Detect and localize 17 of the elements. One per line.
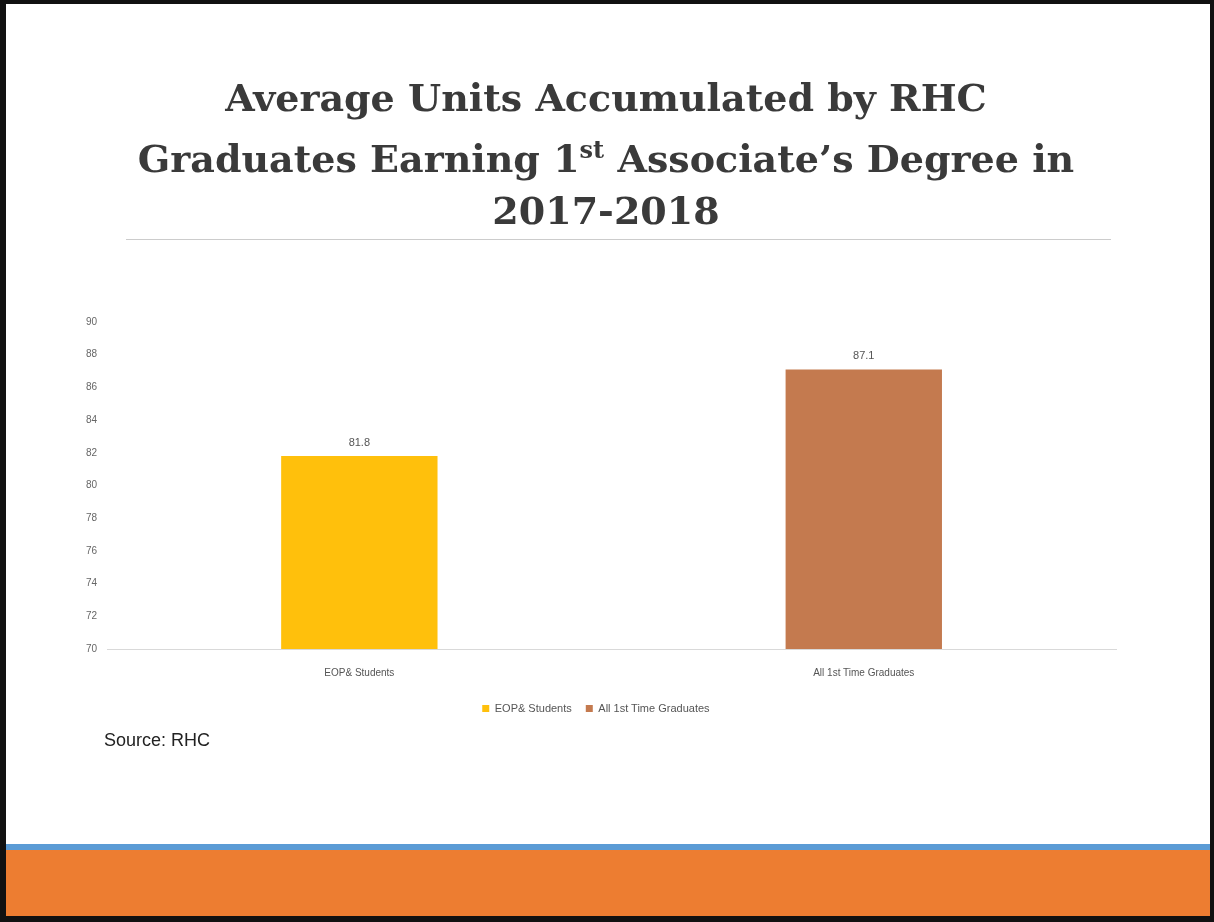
y-tick-label: 82: [86, 446, 98, 458]
y-tick-label: 90: [86, 315, 98, 327]
y-tick-label: 70: [86, 642, 98, 654]
legend-label: EOP& Students: [494, 701, 573, 714]
y-tick-label: 86: [86, 381, 98, 393]
source-note: Source: RHC: [104, 730, 211, 751]
y-tick-label: 80: [86, 479, 98, 491]
y-tick-label: 74: [86, 577, 98, 589]
data-label: 81.8: [348, 435, 371, 448]
data-label: 87.1: [853, 348, 875, 361]
legend-label: All 1st Time Graduates: [598, 701, 711, 714]
y-tick-label: 72: [86, 610, 98, 622]
y-tick-label: 88: [86, 348, 98, 360]
chart-title: Average Units Accumulated by RHC Graduates Earning 1$^{st}$ Associate’s Degree in 2017-2018: [136, 74, 1076, 235]
y-tick-label: 78: [86, 511, 98, 523]
y-tick-label: 84: [86, 413, 98, 425]
y-tick-label: 76: [86, 544, 98, 556]
